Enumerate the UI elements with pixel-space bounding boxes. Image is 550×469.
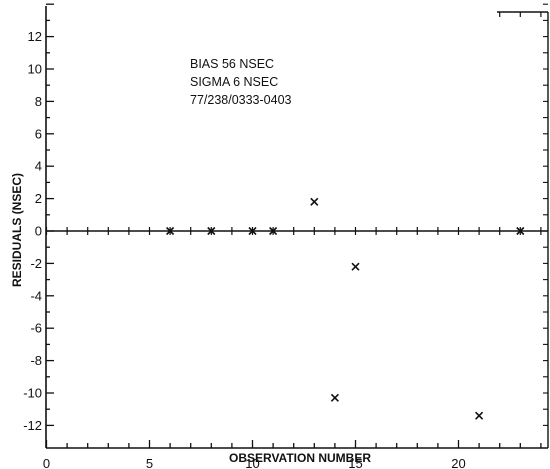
y-tick-label-neg6: -6 (30, 321, 42, 336)
y-tick-label-8: 8 (35, 94, 42, 109)
data-point-stroke-b (166, 226, 175, 236)
y-tick-label-10: 10 (28, 62, 42, 77)
x-tick-label-15: 15 (348, 456, 362, 469)
data-point (269, 226, 278, 236)
y-tick-label-neg12: -12 (23, 418, 42, 433)
data-point (330, 393, 339, 402)
data-point-stroke-b (516, 226, 525, 236)
data-point (351, 262, 360, 271)
x-tick-label-20: 20 (451, 456, 465, 469)
y-tick-label-12: 12 (28, 29, 42, 44)
data-point-stroke-b (269, 226, 278, 236)
y-tick-label-4: 4 (35, 159, 42, 174)
x-tick-label-0: 0 (43, 456, 50, 469)
data-point (207, 226, 216, 236)
annotation-bias: BIAS 56 NSEC (190, 57, 274, 71)
y-tick-label-neg10: -10 (23, 386, 42, 401)
chart-axes (45, 6, 549, 449)
chart-points (166, 197, 525, 420)
data-point (475, 411, 484, 420)
data-point (248, 226, 257, 236)
y-tick-label-6: 6 (35, 126, 42, 141)
chart-ticks (45, 3, 548, 448)
data-point (166, 226, 175, 236)
annotation-sigma: SIGMA 6 NSEC (190, 75, 278, 89)
y-tick-label-0: 0 (35, 224, 42, 239)
data-point-stroke-b (475, 411, 484, 420)
data-point (516, 226, 525, 236)
y-tick-label-neg2: -2 (30, 256, 42, 271)
data-point-stroke-b (351, 262, 360, 271)
y-tick-label-neg4: -4 (30, 288, 42, 303)
data-point-stroke-b (248, 226, 257, 236)
data-point-stroke-b (330, 393, 339, 402)
y-axis-title: RESIDUALS (NSEC) (10, 173, 24, 287)
data-point (310, 197, 319, 206)
data-point-stroke-b (207, 226, 216, 236)
x-tick-label-5: 5 (146, 456, 153, 469)
annotation-date-range: 77/238/0333-0403 (190, 93, 292, 107)
data-point-stroke-b (310, 197, 319, 206)
y-tick-label-neg8: -8 (30, 353, 42, 368)
x-tick-label-10: 10 (245, 456, 259, 469)
x-axis-title: OBSERVATION NUMBER (229, 451, 371, 465)
y-tick-label-2: 2 (35, 191, 42, 206)
